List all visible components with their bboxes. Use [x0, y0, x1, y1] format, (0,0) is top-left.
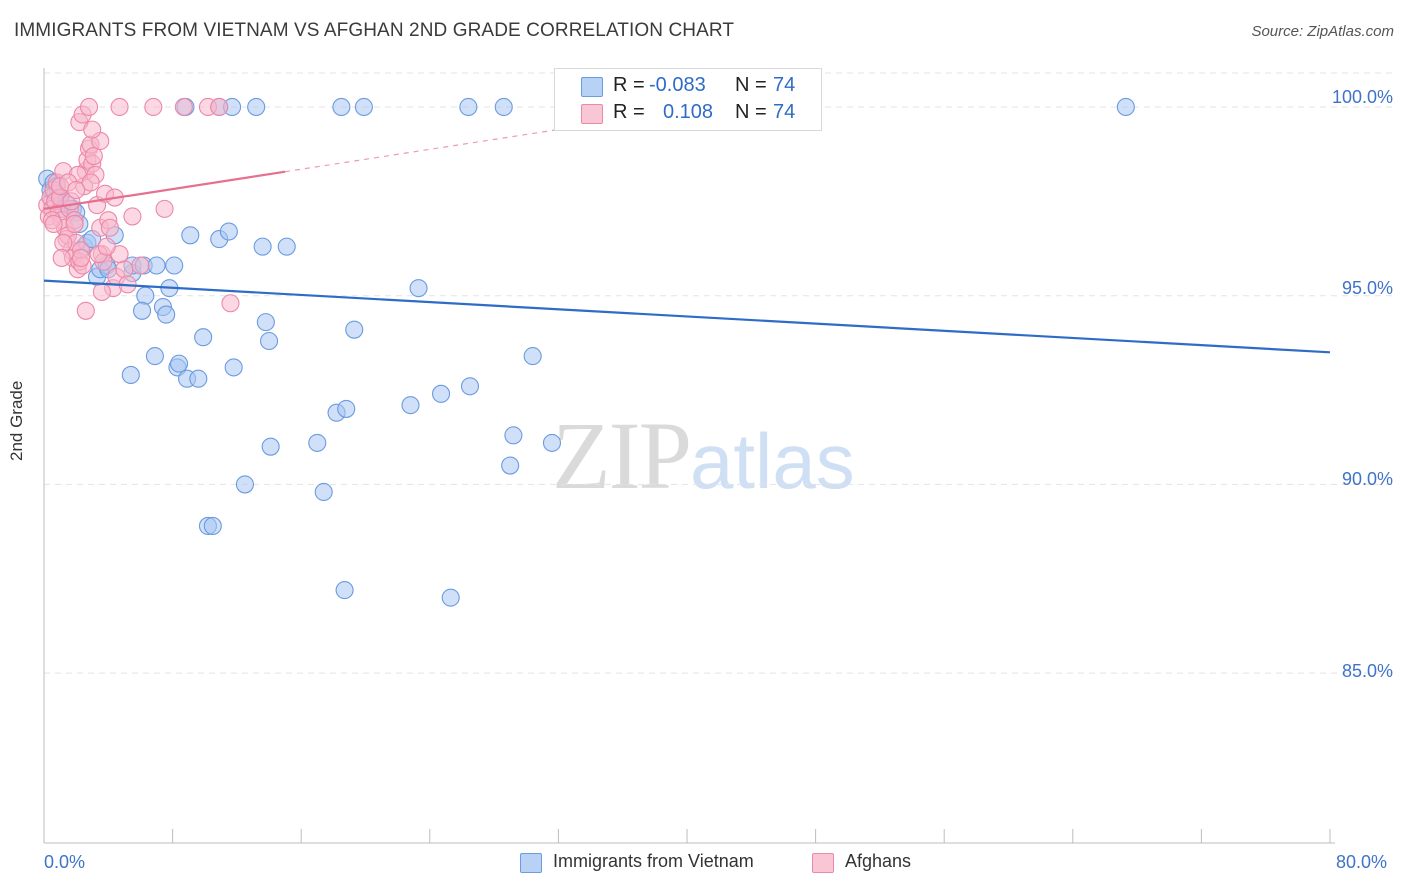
- legend-r-label: R =: [613, 101, 645, 123]
- vietnam-point: [145, 347, 164, 366]
- vietnam-point: [194, 328, 213, 347]
- vietnam-point: [314, 482, 333, 502]
- afghan-point: [67, 180, 86, 200]
- vietnam-point: [459, 97, 478, 117]
- afghan-point: [81, 173, 100, 192]
- vietnam-point: [345, 320, 364, 339]
- vietnam-point: [259, 331, 279, 351]
- afghan-point: [131, 256, 150, 275]
- vietnam-point: [235, 475, 254, 494]
- vietnam-point: [224, 358, 243, 377]
- afghan-point: [76, 301, 95, 320]
- vietnam-point: [332, 97, 351, 117]
- afghan-point: [100, 218, 119, 237]
- afghan-point: [144, 97, 163, 117]
- afghan-point: [52, 248, 71, 268]
- afghan-point: [79, 97, 99, 117]
- afghan-point: [115, 260, 134, 279]
- watermark: ZIPatlas: [552, 400, 855, 511]
- y-axis-label: 2nd Grade: [7, 380, 26, 461]
- vietnam-point: [165, 256, 184, 275]
- legend-n-value: 74: [773, 74, 796, 96]
- afghan-point: [110, 97, 129, 117]
- vietnam-point: [409, 279, 428, 298]
- legend-r-label: R =: [613, 74, 645, 96]
- vietnam-point: [169, 354, 189, 373]
- legend-n-value: 74: [773, 101, 796, 123]
- source-label: Source: ZipAtlas.com: [1251, 23, 1394, 40]
- y-tick-label: 90.0%: [1341, 469, 1393, 489]
- vietnam-point: [261, 437, 280, 456]
- vietnam-point: [401, 396, 420, 415]
- y-tick-label: 100.0%: [1331, 87, 1393, 107]
- vietnam-point: [441, 588, 460, 607]
- x-tick-label: 80.0%: [1336, 852, 1388, 872]
- bottom-legend-label-vietnam: Immigrants from Vietnam: [553, 851, 754, 871]
- bottom-legend-swatch-vietnam: [520, 853, 542, 873]
- vietnam-point: [335, 581, 354, 600]
- afghan-point: [221, 294, 240, 313]
- afghan-point: [123, 207, 142, 226]
- vietnam-point: [308, 433, 327, 452]
- vietnam-point: [133, 301, 152, 320]
- legend-swatch-vietnam: [581, 77, 603, 97]
- afghan-point: [83, 120, 102, 139]
- vietnam-point: [1116, 97, 1135, 117]
- vietnam-point: [189, 369, 208, 388]
- correlation-legend: R = -0.083 N = 74 R = 0.108 N = 74: [554, 68, 822, 131]
- afghan-trend-line: [43, 170, 286, 210]
- vietnam-point: [219, 222, 238, 241]
- vietnam-point: [181, 226, 200, 245]
- afghan-point: [210, 97, 229, 117]
- vietnam-point: [504, 426, 523, 445]
- vietnam-point: [253, 237, 272, 256]
- legend-n-label: N =: [735, 101, 767, 123]
- afghan-point: [54, 233, 73, 252]
- legend-swatch-afghans: [581, 104, 603, 124]
- vietnam-point: [277, 237, 296, 256]
- vietnam-point: [136, 286, 155, 305]
- x-tick-label: 0.0%: [44, 852, 86, 872]
- afghan-trend-line-extension: [285, 121, 607, 173]
- vietnam-point: [157, 305, 176, 324]
- y-tick-label: 85.0%: [1341, 661, 1393, 681]
- afghan-point: [84, 146, 103, 166]
- y-tick-label: 95.0%: [1341, 278, 1393, 298]
- vietnam-point: [494, 97, 513, 117]
- vietnam-point: [203, 516, 222, 535]
- afghan-point: [71, 248, 91, 268]
- legend-r-value: -0.083: [649, 74, 706, 96]
- vietnam-point: [432, 384, 451, 403]
- vietnam-point: [354, 97, 373, 117]
- vietnam-point: [337, 399, 356, 418]
- chart-title: IMMIGRANTS FROM VIETNAM VS AFGHAN 2ND GR…: [14, 20, 735, 41]
- legend-r-value: 0.108: [663, 101, 714, 123]
- vietnam-point: [147, 256, 166, 275]
- vietnam-point: [247, 97, 266, 117]
- bottom-legend-label-afghans: Afghans: [845, 851, 912, 871]
- vietnam-trend-line: [43, 279, 1331, 354]
- afghan-point: [92, 282, 111, 301]
- bottom-legend-swatch-afghans: [812, 853, 834, 873]
- vietnam-point: [460, 377, 480, 396]
- vietnam-point: [501, 456, 520, 475]
- afghan-point: [174, 97, 193, 117]
- watermark-atlas: atlas: [690, 417, 855, 505]
- afghan-point: [155, 199, 174, 218]
- afghan-point: [65, 214, 84, 234]
- watermark-zip: ZIP: [552, 402, 692, 509]
- legend-n-label: N =: [735, 74, 767, 96]
- vietnam-point: [256, 313, 275, 332]
- vietnam-point: [542, 433, 562, 452]
- vietnam-point: [523, 347, 542, 366]
- afghan-point: [97, 237, 116, 256]
- vietnam-point: [121, 365, 140, 385]
- afghan-point: [44, 214, 63, 234]
